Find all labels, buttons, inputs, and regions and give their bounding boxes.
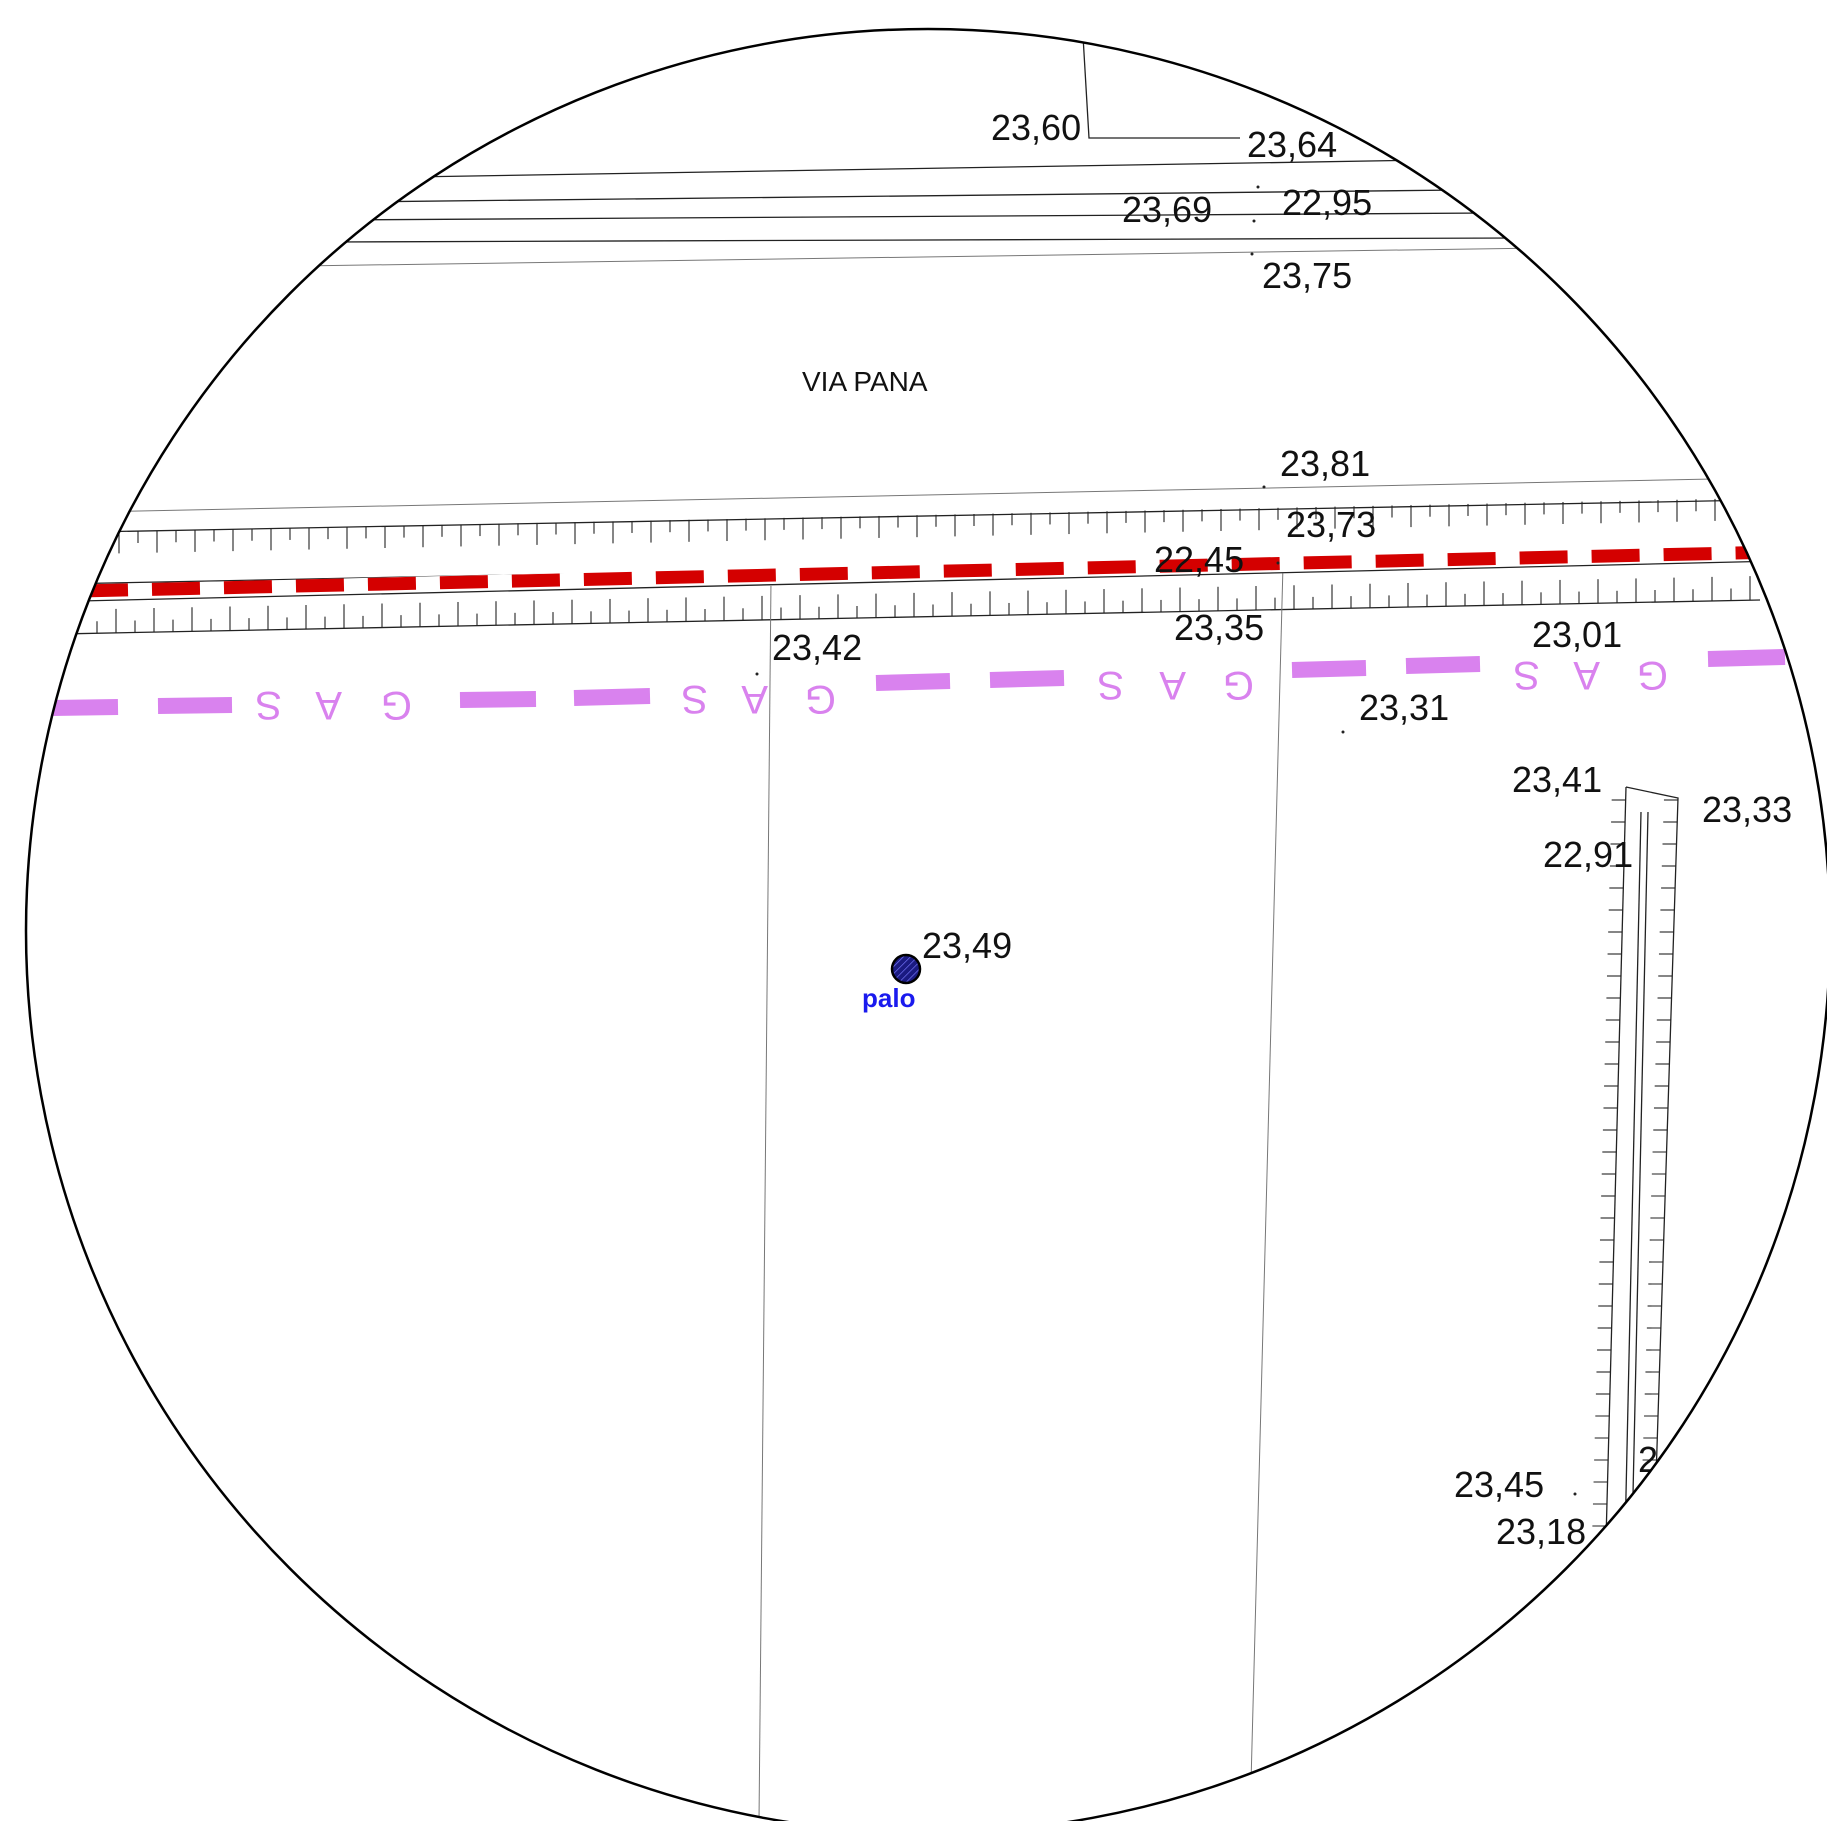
- viewport-circle: [25, 28, 1827, 1821]
- elevation-label: 23,73: [1286, 504, 1376, 545]
- elevation-label: 23,69: [1122, 189, 1212, 230]
- pole-label: palo: [862, 983, 915, 1013]
- gas-letter: A: [1573, 653, 1600, 697]
- gas-letter: S: [1513, 653, 1540, 697]
- gas-letter: S: [681, 677, 708, 721]
- elevation-labels: 23,60 23,64 23,69 22,95 23,75 23,81 23,7…: [772, 107, 1792, 1552]
- pole-icon: [890, 953, 922, 985]
- gas-letter: S: [1097, 663, 1124, 707]
- elevation-label: 23,60: [991, 107, 1081, 148]
- power-line: [79, 543, 1781, 603]
- elevation-label: 23,45: [1454, 1464, 1544, 1505]
- gas-letter: G: [1637, 653, 1668, 697]
- gas-line: S A G S A G S A G S A G: [51, 649, 1786, 727]
- elevation-label: 23,35: [1174, 607, 1264, 648]
- elevation-label: 23,42: [772, 627, 862, 668]
- gas-letter: A: [741, 677, 768, 721]
- elevation-label: 23,41: [1512, 759, 1602, 800]
- channel-ticks-left: [1592, 799, 1626, 1527]
- elevation-label: 23,33: [1702, 789, 1792, 830]
- sidewalk-ticks-bottom: [96, 576, 1751, 634]
- pole-elevation: 23,49: [922, 925, 1012, 966]
- elevation-label: 22,45: [1154, 539, 1244, 580]
- gas-letter: G: [381, 683, 412, 727]
- elevation-label: 23,18: [1496, 1511, 1586, 1552]
- spot-points: [755, 185, 1577, 1496]
- drainage-channel: [1592, 786, 1679, 1541]
- gas-letter: G: [1223, 663, 1254, 707]
- elevation-label: 23,64: [1247, 124, 1337, 165]
- street-edge-lines: [299, 35, 1541, 267]
- street-name: VIA PANA: [802, 366, 928, 397]
- elevation-label: 22,95: [1282, 182, 1372, 223]
- elevation-label: 23,81: [1280, 443, 1370, 484]
- pole-marker: palo 23,49: [862, 925, 1012, 1013]
- elevation-label: 23,31: [1359, 687, 1449, 728]
- property-boundaries: [758, 564, 1284, 1821]
- elevation-label: 22,91: [1543, 834, 1633, 875]
- gas-letter: A: [1159, 663, 1186, 707]
- elevation-label: 23,75: [1262, 255, 1352, 296]
- gas-letter: S: [255, 683, 282, 727]
- gas-letter: A: [315, 683, 342, 727]
- gas-letter: G: [805, 677, 836, 721]
- map-content: S A G S A G S A G S A G: [51, 35, 1792, 1821]
- elevation-label: 23,01: [1532, 614, 1622, 655]
